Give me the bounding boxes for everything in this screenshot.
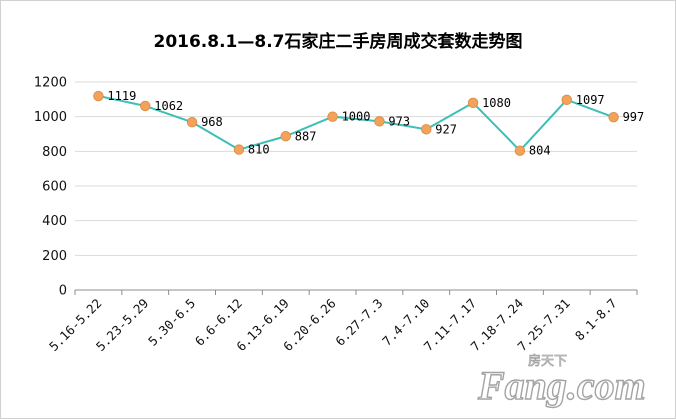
series-line-layer: [98, 95, 614, 152]
data-label: 804: [529, 144, 551, 158]
data-label: 973: [388, 114, 410, 128]
y-tick-label: 400: [42, 214, 67, 229]
data-label: 887: [295, 129, 317, 143]
watermark-brand-text: Fang.com: [477, 363, 646, 408]
y-tick-label: 800: [42, 145, 67, 160]
x-tick-label: 8.1-8.7: [572, 296, 620, 344]
data-label: 927: [435, 122, 457, 136]
data-point: [561, 94, 572, 106]
data-label: 968: [201, 115, 223, 129]
data-label: 1000: [342, 110, 371, 124]
watermark-cn-text: 房天下: [528, 353, 567, 369]
x-tick-label: 5.30-6.5: [145, 296, 198, 349]
y-tick-label: 600: [42, 180, 67, 195]
data-labels: 1119 1062 968 810 887 1000 973 927 1080 804 1097 99…: [107, 89, 644, 158]
chart-title: 2016.8.1—8.7石家庄二手房周成交套数走势图: [153, 32, 523, 52]
y-tick-label: 0: [59, 284, 67, 299]
data-label: 997: [623, 110, 645, 124]
data-point: [421, 124, 432, 135]
data-point: [374, 116, 385, 127]
data-point: [233, 144, 245, 155]
x-tick-labels: 5.16-5.225.23-5.295.30-6.56.6-6.126.13-6…: [46, 296, 620, 355]
data-point: [327, 111, 338, 122]
axes: [74, 289, 638, 295]
data-point: [280, 131, 291, 142]
series-line: [98, 95, 614, 152]
y-tick-labels: 0 200 400 600 800 1000 1200: [34, 76, 67, 299]
y-tick-label: 1000: [34, 110, 67, 125]
data-point: [93, 90, 104, 102]
grid-lines: [75, 81, 637, 256]
data-label: 810: [248, 143, 270, 157]
markers: [93, 90, 619, 156]
fang-watermark-logo: 房天下 Fang.com: [476, 353, 646, 409]
data-label: 1097: [576, 93, 605, 107]
data-label: 1080: [482, 96, 511, 110]
data-label: 1119: [107, 89, 136, 103]
data-point: [186, 117, 198, 128]
y-tick-label: 1200: [34, 76, 67, 91]
data-point: [467, 97, 479, 109]
data-point: [514, 145, 526, 156]
data-label: 1062: [154, 99, 183, 113]
x-tick-label: 6.27-7.3: [332, 296, 385, 349]
y-tick-label: 200: [42, 249, 67, 264]
data-point: [140, 100, 151, 112]
data-point: [608, 111, 619, 123]
